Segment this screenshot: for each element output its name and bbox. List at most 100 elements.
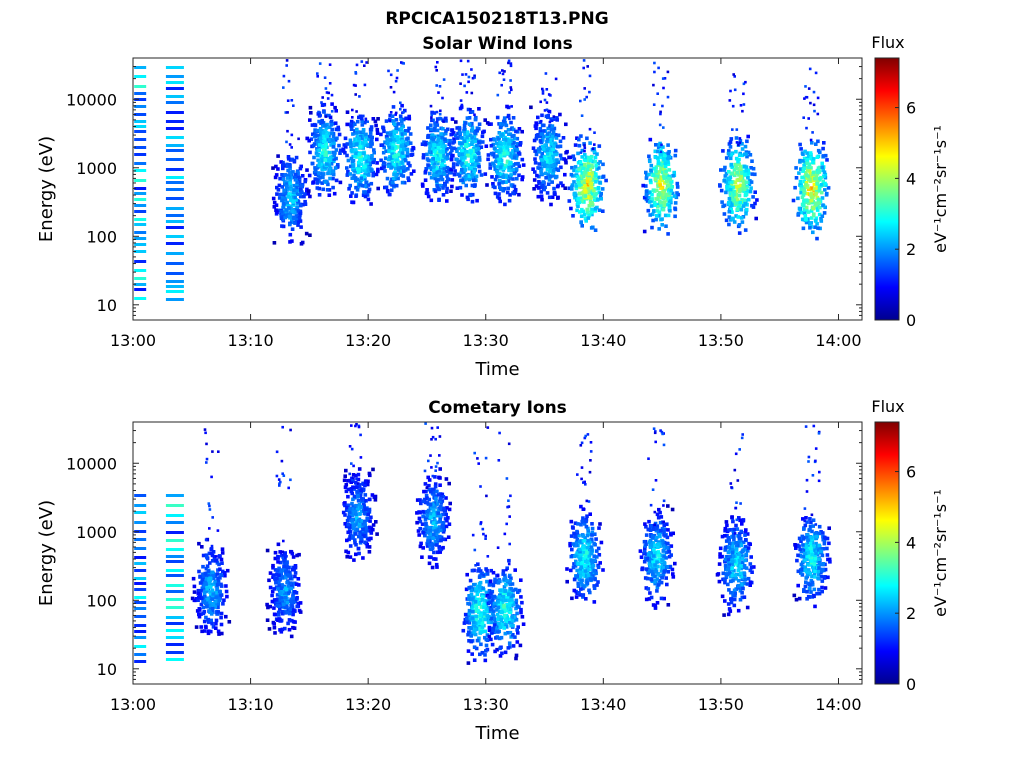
flux-pixel — [209, 612, 214, 616]
flux-pixel — [729, 207, 733, 212]
flux-pixel — [499, 172, 504, 177]
flux-pixel — [653, 149, 658, 154]
flux-pixel — [211, 576, 216, 581]
flux-pixel — [365, 528, 370, 533]
flux-pixel — [217, 632, 221, 636]
flux-pixel — [281, 173, 286, 178]
flux-pixel — [286, 111, 289, 114]
flux-pixel — [510, 88, 513, 92]
flux-pixel — [508, 91, 511, 94]
flux-pixel — [211, 597, 215, 601]
flux-pixel — [652, 166, 656, 171]
flux-pixel — [434, 465, 438, 468]
flux-pixel — [274, 580, 278, 585]
flux-pixel — [402, 110, 405, 114]
flux-pixel — [291, 170, 295, 174]
flux-pixel — [475, 597, 480, 602]
flux-pixel — [368, 529, 373, 533]
flux-pixel — [347, 537, 351, 542]
flux-pixel — [794, 176, 799, 180]
colorbar-gradient — [874, 57, 900, 321]
flux-pixel — [667, 203, 672, 208]
flux-pixel — [419, 541, 423, 546]
flux-pixel — [487, 625, 492, 630]
flux-pixel — [219, 611, 224, 616]
flux-pixel — [815, 202, 819, 206]
flux-pixel — [363, 530, 368, 534]
flux-pixel — [437, 513, 441, 517]
flux-pixel — [442, 167, 447, 171]
x-tick-label: 13:10 — [228, 331, 274, 350]
flux-pixel — [513, 188, 518, 192]
flux-pixel — [805, 173, 809, 178]
flux-pixel — [403, 156, 407, 160]
flux-pixel — [442, 527, 446, 532]
flux-pixel — [325, 162, 329, 166]
flux-pixel — [804, 217, 808, 222]
flux-pixel — [331, 144, 336, 149]
flux-pixel — [472, 169, 476, 174]
flux-pixel — [429, 198, 434, 203]
flux-pixel — [346, 487, 351, 492]
flux-pixel — [399, 107, 402, 111]
flux-pixel — [197, 541, 201, 546]
flux-pixel — [197, 569, 201, 574]
flux-pixel — [316, 171, 321, 175]
flux-pixel — [350, 520, 354, 525]
flux-pixel — [401, 130, 406, 134]
flux-pixel — [204, 625, 208, 629]
flux-pixel — [588, 158, 593, 162]
flux-pixel — [544, 176, 548, 180]
flux-pixel — [662, 157, 666, 162]
flux-pixel — [435, 120, 439, 124]
flux-pixel — [367, 173, 371, 177]
flux-pixel — [392, 122, 397, 126]
flux-pixel — [467, 626, 471, 630]
flux-pixel — [436, 511, 441, 516]
flux-pixel — [507, 59, 511, 63]
flux-pixel — [549, 151, 553, 155]
flux-pixel — [655, 156, 660, 160]
flux-pixel — [438, 454, 441, 457]
flux-pixel — [199, 625, 203, 629]
flux-pixel — [336, 127, 341, 132]
flux-pixel — [363, 194, 368, 199]
flux-pixel — [420, 182, 425, 187]
flux-pixel — [544, 163, 549, 168]
flux-pixel — [360, 123, 365, 127]
flux-pixel — [575, 208, 579, 213]
flux-pixel — [354, 503, 358, 508]
flux-pixel — [546, 158, 550, 163]
flux-pixel — [732, 168, 737, 172]
flux-pixel — [396, 176, 400, 181]
flux-pixel — [341, 147, 345, 151]
flux-pixel — [593, 160, 598, 164]
flux-pixel — [509, 64, 513, 68]
flux-pixel — [201, 572, 205, 576]
flux-pixel — [296, 577, 301, 581]
flux-pixel — [399, 147, 403, 152]
stripe — [165, 111, 184, 114]
flux-pixel — [277, 580, 281, 585]
flux-pixel — [579, 134, 583, 138]
flux-pixel — [437, 91, 440, 94]
flux-pixel — [485, 183, 489, 187]
flux-pixel — [432, 513, 436, 517]
flux-pixel — [813, 225, 817, 229]
flux-pixel — [593, 192, 597, 197]
flux-pixel — [466, 197, 470, 202]
flux-pixel — [473, 139, 477, 144]
flux-pixel — [732, 192, 736, 197]
flux-pixel — [583, 216, 588, 221]
flux-pixel — [360, 183, 365, 188]
flux-pixel — [298, 188, 303, 192]
flux-pixel — [369, 536, 373, 541]
flux-pixel — [435, 540, 439, 545]
flux-pixel — [485, 568, 489, 573]
flux-pixel — [547, 169, 552, 174]
flux-pixel — [546, 164, 551, 169]
flux-pixel — [383, 169, 387, 173]
flux-pixel — [642, 229, 647, 234]
flux-pixel — [450, 184, 454, 189]
flux-pixel — [821, 154, 826, 158]
